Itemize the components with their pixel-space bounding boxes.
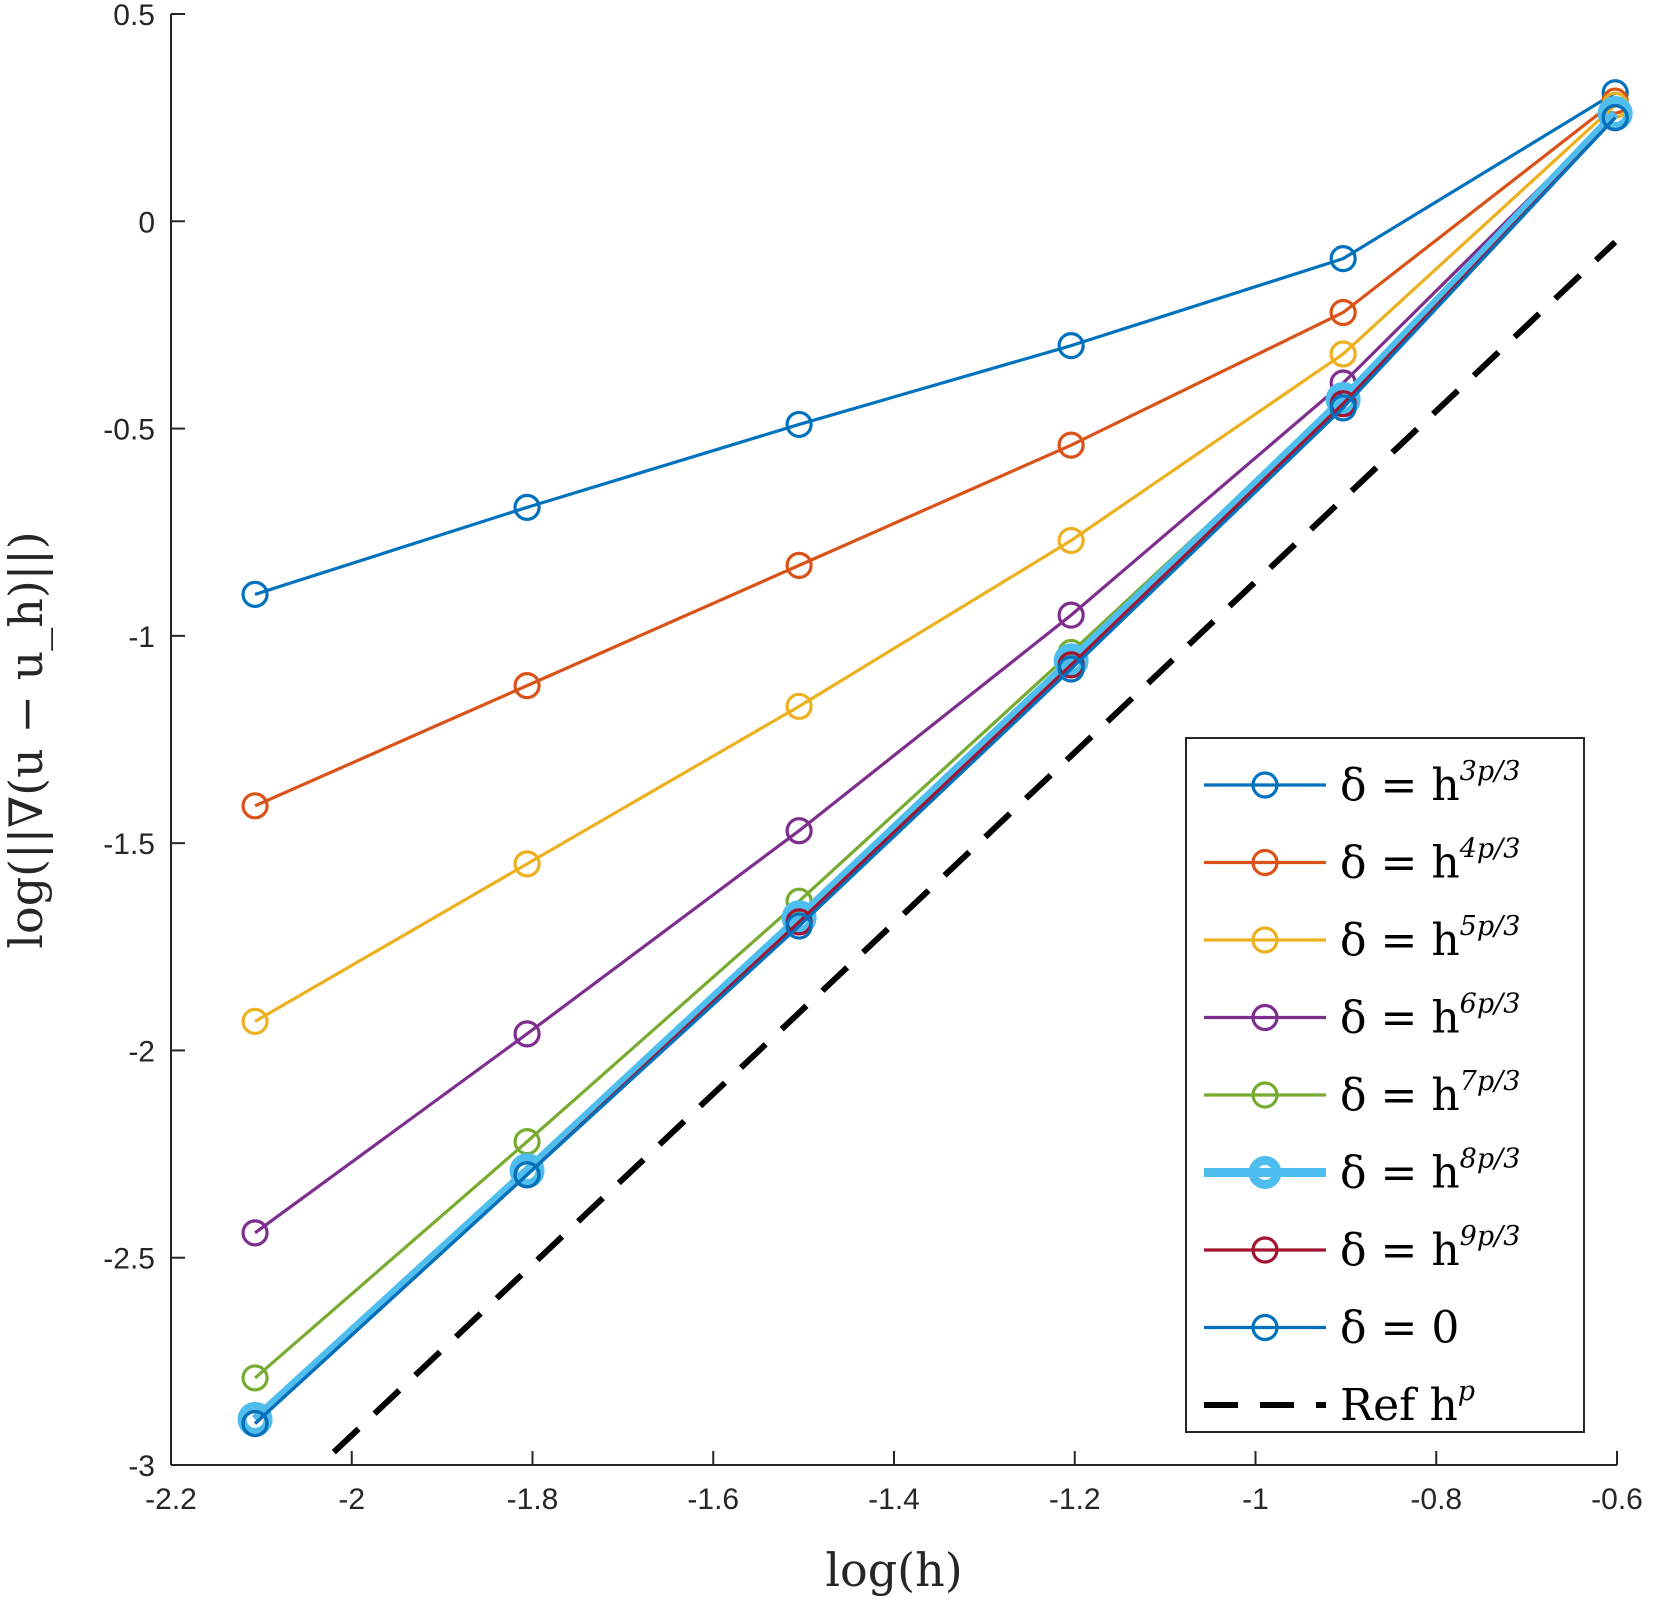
data-point: [785, 410, 813, 439]
x-tick-label: -1.4: [868, 1483, 920, 1516]
data-point: [241, 1007, 269, 1036]
data-point: [241, 1409, 269, 1438]
y-ticks: -3 -2.5 -2 -1.5 -1 -0.5 0 0.5: [103, 0, 185, 1483]
y-tick-label: -0.5: [103, 414, 155, 447]
data-point: [1601, 104, 1629, 132]
data-point: [785, 817, 813, 845]
legend-marker: [1251, 1313, 1279, 1342]
series-line: [252, 110, 1619, 1423]
data-point: [1329, 244, 1357, 273]
y-tick-label: 0.5: [113, 0, 155, 32]
x-tick-label: -1: [1242, 1483, 1269, 1516]
data-point: [785, 551, 813, 579]
x-tick-label: -2.2: [145, 1483, 197, 1516]
data-point: [785, 912, 813, 940]
data-point: [241, 1364, 269, 1392]
y-tick-label: 0: [138, 206, 155, 239]
legend-marker: [1251, 771, 1279, 799]
legend-label: δ = h4p/3: [1340, 834, 1520, 889]
data-point: [781, 900, 817, 936]
series-6: [237, 95, 1633, 1437]
legend-item: δ = h4p/3: [1204, 834, 1520, 889]
legend-marker: [1251, 1003, 1279, 1032]
data-point: [1329, 298, 1357, 327]
data-point: [513, 1161, 541, 1189]
data-point: [1597, 95, 1633, 131]
series-line: [254, 91, 1617, 596]
data-point: [241, 580, 269, 609]
series-line: [254, 99, 1617, 808]
data-point: [237, 1401, 273, 1437]
series-8: [241, 104, 1629, 1438]
series-line: [253, 116, 1617, 1425]
x-tick-label: -0.6: [1591, 1483, 1643, 1516]
data-point: [1325, 382, 1361, 418]
x-tick-label: -0.8: [1410, 1483, 1462, 1516]
data-point: [241, 1219, 269, 1247]
x-tick-label: -2: [338, 1483, 365, 1516]
data-point: [241, 792, 269, 820]
legend-label: Ref hp: [1340, 1376, 1475, 1431]
y-tick-label: -1.5: [103, 828, 155, 861]
x-ticks: -2.2 -2 -1.8 -1.6 -1.4 -1.2 -1 -0.8 -0.6: [145, 1451, 1643, 1516]
legend-item: δ = 0: [1204, 1303, 1459, 1354]
data-point: [1057, 431, 1085, 459]
reference-line: [315, 239, 1618, 1465]
legend-marker: [1251, 1081, 1279, 1109]
y-tick-label: -2: [128, 1035, 155, 1068]
data-point: [1329, 394, 1357, 422]
data-point: [509, 1153, 545, 1189]
legend-marker: [1251, 926, 1279, 954]
legend-label: δ = 0: [1340, 1303, 1459, 1354]
data-point: [1057, 526, 1085, 555]
data-point: [1053, 643, 1089, 679]
x-tick-label: -1.2: [1049, 1483, 1101, 1516]
legend-item: Ref hp: [1204, 1376, 1475, 1431]
series-layer: [237, 79, 1633, 1465]
data-point: [513, 850, 541, 878]
series-line: [254, 112, 1617, 1235]
x-tick-label: -1.6: [687, 1483, 739, 1516]
series-4: [241, 99, 1629, 1247]
data-point: [1057, 655, 1085, 683]
data-point: [1329, 340, 1357, 368]
y-axis-label: log(||∇(u − u_h)||): [0, 531, 53, 948]
data-point: [1057, 601, 1085, 629]
series-2: [241, 87, 1629, 820]
legend-marker: [1248, 1156, 1282, 1189]
data-point: [785, 692, 813, 720]
x-tick-label: -1.8: [507, 1483, 559, 1516]
data-point: [1057, 332, 1085, 360]
legend-box: [1185, 737, 1585, 1433]
legend-marker: [1251, 1236, 1279, 1264]
data-point: [513, 493, 541, 521]
legend-marker: [1251, 848, 1279, 877]
legend: δ = h3p/3δ = h4p/3δ = h5p/3δ = h6p/3δ = …: [1185, 737, 1585, 1433]
x-axis-label: log(h): [825, 1543, 962, 1597]
data-point: [513, 1020, 541, 1048]
data-point: [513, 672, 541, 700]
y-tick-label: -1: [128, 621, 155, 654]
series-1: [241, 79, 1629, 609]
y-tick-label: -3: [128, 1450, 155, 1483]
legend-item: δ = h7p/3: [1204, 1066, 1520, 1121]
y-tick-label: -2.5: [103, 1243, 155, 1276]
series-line: [254, 104, 1617, 1023]
